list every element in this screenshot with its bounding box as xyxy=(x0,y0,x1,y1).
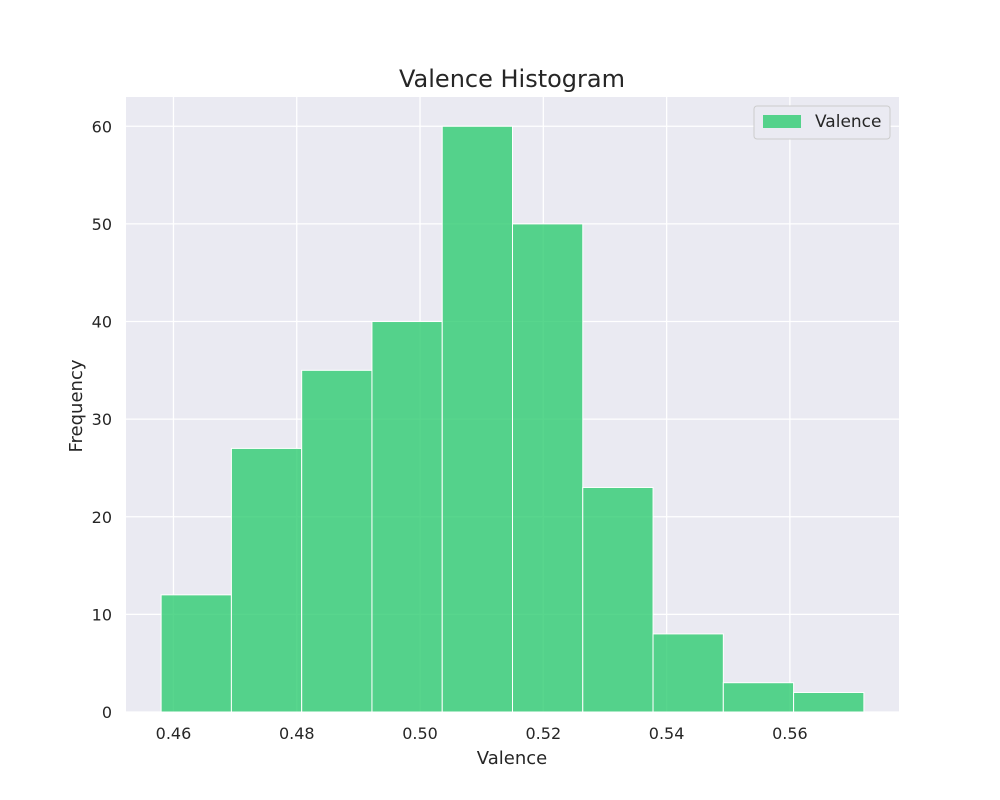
legend: Valence xyxy=(753,105,891,140)
legend-label: Valence xyxy=(815,112,882,132)
x-tick-labels: 0.46 0.48 0.50 0.52 0.54 0.56 xyxy=(156,724,808,743)
x-tick-label: 0.52 xyxy=(526,724,562,743)
y-tick-label: 50 xyxy=(92,215,112,234)
bars xyxy=(160,125,865,713)
chart-title: Valence Histogram xyxy=(399,65,625,93)
histogram-bar xyxy=(301,369,373,713)
y-tick-label: 10 xyxy=(92,605,112,624)
histogram-bar xyxy=(512,223,584,713)
x-tick-label: 0.56 xyxy=(772,724,808,743)
x-axis-label: Valence xyxy=(477,748,547,769)
x-tick-label: 0.50 xyxy=(402,724,438,743)
legend-box xyxy=(753,105,891,140)
y-tick-label: 40 xyxy=(92,313,112,332)
x-tick-label: 0.54 xyxy=(649,724,685,743)
x-tick-label: 0.48 xyxy=(279,724,315,743)
legend-swatch xyxy=(763,115,801,128)
histogram-bar xyxy=(582,486,654,713)
histogram-bar xyxy=(160,594,232,713)
histogram-bar xyxy=(441,125,513,713)
y-tick-label: 0 xyxy=(102,703,112,722)
histogram-bar xyxy=(230,447,303,713)
y-axis-label: Frequency xyxy=(66,359,87,452)
y-tick-labels: 0 10 20 30 40 50 60 xyxy=(92,117,112,722)
histogram-bar xyxy=(371,321,443,713)
y-tick-label: 20 xyxy=(92,508,112,527)
x-tick-label: 0.46 xyxy=(156,724,192,743)
histogram-bar xyxy=(793,691,865,713)
histogram-bar xyxy=(652,633,724,713)
y-tick-label: 30 xyxy=(92,410,112,429)
y-tick-label: 60 xyxy=(92,117,112,136)
histogram-bar xyxy=(722,682,795,713)
